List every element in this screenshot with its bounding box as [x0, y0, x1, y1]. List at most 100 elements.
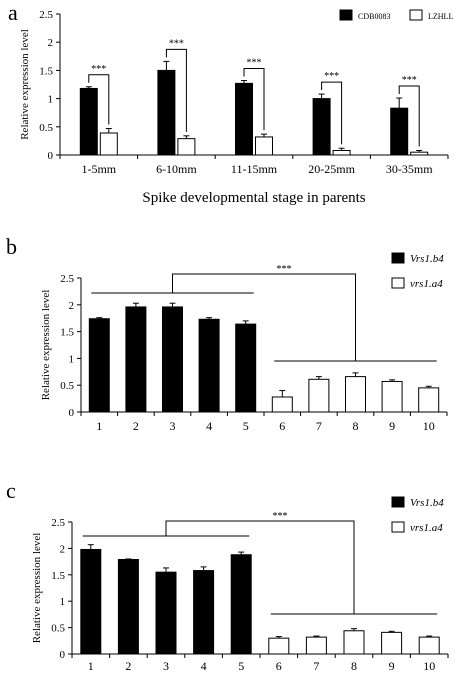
x-tick-label: 6 [279, 419, 285, 433]
x-tick-label: 3 [163, 659, 169, 673]
bar-Vrs1.b4 [155, 571, 177, 655]
y-tick-label: 2.5 [39, 9, 53, 21]
bar-vrs1.a4 [381, 380, 403, 413]
y-tick-label: 1 [60, 596, 66, 608]
x-tick-label: 6 [276, 659, 282, 673]
y-tick-label: 0.5 [39, 122, 53, 134]
y-tick-label: 0 [69, 407, 75, 419]
chart-panel-b: b 0 0.5 1 1.5 2 2.5 Relative expression level 1 2… [6, 234, 448, 433]
bar-CDB0083 [235, 82, 253, 156]
legend: Vrs1.b4 vrs1.a4 [391, 496, 444, 534]
significance-label: *** [324, 71, 339, 82]
x-tick-label: 1 [96, 419, 102, 433]
bar-Vrs1.b4 [88, 318, 110, 413]
legend-swatch [391, 277, 405, 289]
y-axis-label: Relative expression level [31, 533, 43, 644]
y-tick-label: 1.5 [39, 65, 53, 77]
chart-panel-c: c 0 0.5 1 1.5 2 2.5 Relative expression level 1 2… [6, 478, 449, 673]
bar-LZHLL [99, 132, 118, 156]
y-tick-label: 0 [48, 150, 54, 162]
legend-label: vrs1.a4 [410, 278, 443, 290]
legend: Vrs1.b4 vrs1.a4 [391, 252, 444, 290]
x-tick-label: 30-35mm [386, 162, 433, 176]
x-tick-label: 9 [389, 659, 395, 673]
y-tick-label: 2.5 [51, 517, 65, 529]
bar-Vrs1.b4 [230, 554, 252, 655]
y-tick-label: 2 [69, 300, 75, 312]
legend-label: CDB0083 [358, 12, 390, 21]
y-tick-label: 1.5 [60, 327, 74, 339]
bar-vrs1.a4 [268, 637, 290, 655]
x-tick-label: 4 [206, 419, 212, 433]
bar-LZHLL [177, 138, 196, 156]
x-tick-label: 10 [423, 419, 435, 433]
legend-swatch [339, 9, 353, 21]
legend-label: Vrs1.b4 [410, 497, 444, 509]
bar-vrs1.a4 [343, 630, 365, 655]
x-tick-label: 7 [316, 419, 322, 433]
bar-Vrs1.b4 [117, 558, 139, 655]
significance-bracket [321, 81, 343, 145]
legend-label: Vrs1.b4 [410, 253, 444, 265]
bar-Vrs1.b4 [162, 306, 183, 413]
y-tick-label: 0.5 [60, 380, 74, 392]
bar-Vrs1.b4 [125, 306, 147, 413]
bar-CDB0083 [390, 107, 409, 156]
y-tick-label: 2 [60, 543, 66, 555]
significance-label: *** [273, 511, 288, 522]
bar-vrs1.a4 [305, 636, 327, 655]
bar-LZHLL [410, 151, 429, 156]
y-tick-label: 0.5 [51, 623, 65, 635]
significance-bracket [88, 74, 110, 125]
x-tick-label: 1-5mm [81, 162, 116, 176]
bar-CDB0083 [79, 87, 98, 156]
x-axis-label: Spike developmental stage in parents [142, 190, 365, 206]
bar-Vrs1.b4 [80, 548, 102, 655]
x-tick-label: 5 [243, 419, 249, 433]
x-tick-label: 9 [389, 419, 395, 433]
x-tick-label: 8 [353, 419, 359, 433]
significance-bracket [172, 273, 356, 361]
bar-CDB0083 [157, 69, 176, 156]
bar-vrs1.a4 [308, 378, 330, 413]
legend: CDB0083 LZHLL [339, 9, 453, 21]
x-tick-label: 10 [423, 659, 435, 673]
bar-CDB0083 [312, 98, 331, 156]
x-tick-label: 2 [125, 659, 131, 673]
bar-vrs1.a4 [381, 631, 403, 655]
significance-label: *** [402, 75, 417, 86]
significance-bracket [165, 520, 355, 614]
panel-label: c [6, 478, 16, 503]
legend-swatch [391, 252, 405, 264]
x-tick-label: 8 [351, 659, 357, 673]
bar-vrs1.a4 [418, 387, 440, 413]
significance-bracket [243, 68, 265, 131]
x-tick-label: 4 [201, 659, 207, 673]
legend-swatch [391, 496, 405, 508]
bar-Vrs1.b4 [198, 318, 220, 413]
panel-label: a [8, 0, 18, 25]
bar-vrs1.a4 [271, 396, 293, 413]
bar-LZHLL [255, 136, 273, 156]
x-tick-label: 5 [238, 659, 244, 673]
legend-label: LZHLL [428, 12, 453, 21]
y-axis-label: Relative expression level [19, 29, 31, 140]
bar-LZHLL [332, 149, 351, 156]
chart-panel-a: a 0 0.5 1 1.5 2 2.5 Relative expression level 1-… [8, 0, 453, 206]
legend-label: vrs1.a4 [410, 522, 443, 534]
y-tick-label: 0 [60, 649, 66, 661]
bar-Vrs1.b4 [235, 323, 257, 413]
significance-label: *** [247, 58, 262, 69]
x-tick-label: 1 [88, 659, 94, 673]
legend-swatch [409, 9, 423, 21]
x-tick-label: 20-25mm [308, 162, 355, 176]
y-tick-label: 2.5 [60, 273, 74, 285]
panel-label: b [6, 234, 17, 259]
x-tick-label: 3 [170, 419, 176, 433]
x-tick-label: 11-15mm [231, 162, 278, 176]
x-tick-label: 7 [313, 659, 319, 673]
bar-Vrs1.b4 [193, 570, 215, 655]
y-tick-label: 1.5 [51, 570, 65, 582]
legend-swatch [391, 521, 405, 533]
